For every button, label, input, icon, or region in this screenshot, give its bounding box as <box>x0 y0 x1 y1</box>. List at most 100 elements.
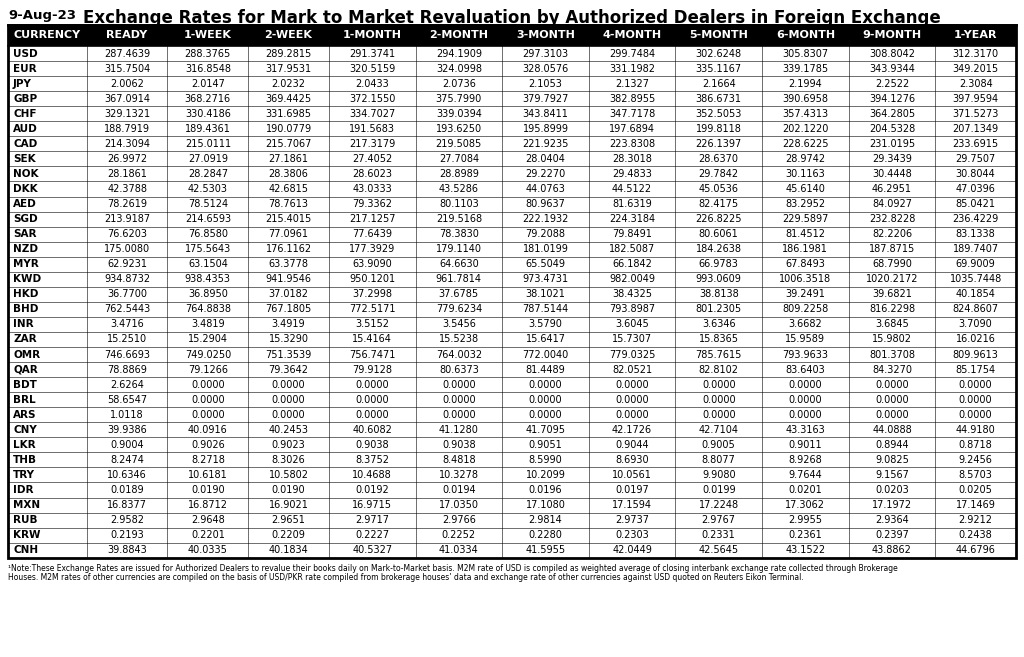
Text: 302.6248: 302.6248 <box>695 49 741 58</box>
Text: 379.7927: 379.7927 <box>522 94 568 104</box>
Text: 785.7615: 785.7615 <box>695 350 742 359</box>
Text: 3.6346: 3.6346 <box>701 319 735 329</box>
Text: 15.3290: 15.3290 <box>268 334 308 344</box>
Text: 30.8044: 30.8044 <box>955 169 995 179</box>
Text: 0.0000: 0.0000 <box>442 380 476 390</box>
Text: 193.6250: 193.6250 <box>436 124 482 134</box>
Text: 44.6796: 44.6796 <box>955 545 995 555</box>
Text: 367.0914: 367.0914 <box>104 94 151 104</box>
Text: 2.9717: 2.9717 <box>355 515 389 525</box>
Text: 8.9268: 8.9268 <box>788 455 822 465</box>
Text: RUB: RUB <box>13 515 38 525</box>
Text: 40.6082: 40.6082 <box>352 425 392 435</box>
Text: 10.0561: 10.0561 <box>612 470 652 480</box>
Text: KWD: KWD <box>13 274 41 284</box>
Text: 3.6682: 3.6682 <box>788 319 822 329</box>
Text: 41.5955: 41.5955 <box>525 545 565 555</box>
Text: 197.6894: 197.6894 <box>609 124 655 134</box>
Text: 16.0216: 16.0216 <box>955 334 995 344</box>
Text: 40.1854: 40.1854 <box>955 289 995 300</box>
Text: 287.4639: 287.4639 <box>104 49 151 58</box>
Text: 190.0779: 190.0779 <box>265 124 311 134</box>
Text: 328.0576: 328.0576 <box>522 64 568 74</box>
Text: 0.0000: 0.0000 <box>355 410 389 420</box>
Text: 2.1994: 2.1994 <box>788 79 822 89</box>
Text: 27.4052: 27.4052 <box>352 154 392 164</box>
Text: 15.9802: 15.9802 <box>872 334 912 344</box>
Text: 215.4015: 215.4015 <box>265 214 311 224</box>
Text: CNH: CNH <box>13 545 38 555</box>
Text: 3-MONTH: 3-MONTH <box>516 30 574 41</box>
Text: 221.9235: 221.9235 <box>522 139 568 149</box>
Text: 335.1167: 335.1167 <box>695 64 741 74</box>
Text: 2.9364: 2.9364 <box>876 515 909 525</box>
Text: 39.2491: 39.2491 <box>785 289 825 300</box>
Text: 8.5990: 8.5990 <box>528 455 562 465</box>
Text: 39.6821: 39.6821 <box>872 289 912 300</box>
Text: 42.1726: 42.1726 <box>612 425 652 435</box>
Text: 38.8138: 38.8138 <box>698 289 738 300</box>
Text: 0.0000: 0.0000 <box>191 410 224 420</box>
Text: 331.6985: 331.6985 <box>265 108 311 119</box>
Text: 10.4688: 10.4688 <box>352 470 392 480</box>
Text: 0.9038: 0.9038 <box>442 440 476 450</box>
Text: BDT: BDT <box>13 380 37 390</box>
Text: USD: USD <box>13 49 38 58</box>
Text: 746.6693: 746.6693 <box>104 350 151 359</box>
Text: 0.0000: 0.0000 <box>271 395 305 405</box>
Text: 179.1140: 179.1140 <box>436 244 482 254</box>
Text: 85.1754: 85.1754 <box>955 365 995 374</box>
Text: 0.2280: 0.2280 <box>528 530 562 540</box>
Text: 76.8580: 76.8580 <box>187 229 227 239</box>
Text: 2.9766: 2.9766 <box>442 515 476 525</box>
Text: OMR: OMR <box>13 350 40 359</box>
Text: 0.0000: 0.0000 <box>528 395 562 405</box>
Text: 3.5152: 3.5152 <box>355 319 389 329</box>
Text: 189.7407: 189.7407 <box>952 244 998 254</box>
Text: 0.0000: 0.0000 <box>876 410 908 420</box>
Text: 3.5456: 3.5456 <box>442 319 476 329</box>
Text: 28.1861: 28.1861 <box>108 169 147 179</box>
Text: 42.5645: 42.5645 <box>698 545 738 555</box>
Text: 2-WEEK: 2-WEEK <box>264 30 312 41</box>
Text: 0.0000: 0.0000 <box>615 395 649 405</box>
Text: 0.0000: 0.0000 <box>788 380 822 390</box>
Text: 44.5122: 44.5122 <box>612 184 652 194</box>
Text: 961.7814: 961.7814 <box>436 274 482 284</box>
Text: 26.9972: 26.9972 <box>108 154 147 164</box>
Text: 0.0000: 0.0000 <box>528 410 562 420</box>
Text: 0.0201: 0.0201 <box>788 485 822 495</box>
Text: 29.2270: 29.2270 <box>525 169 565 179</box>
Text: 17.1469: 17.1469 <box>955 500 995 510</box>
Text: 81.4512: 81.4512 <box>785 229 825 239</box>
Text: 0.2397: 0.2397 <box>876 530 909 540</box>
Text: 1.0118: 1.0118 <box>111 410 144 420</box>
Text: EUR: EUR <box>13 64 37 74</box>
Text: 17.2248: 17.2248 <box>698 500 738 510</box>
Text: CHF: CHF <box>13 108 37 119</box>
Text: 17.1972: 17.1972 <box>871 500 912 510</box>
Text: 2.9582: 2.9582 <box>111 515 144 525</box>
Text: 232.8228: 232.8228 <box>868 214 915 224</box>
Text: 0.0000: 0.0000 <box>876 395 908 405</box>
Text: 45.0536: 45.0536 <box>698 184 738 194</box>
Text: 371.5273: 371.5273 <box>952 108 998 119</box>
Text: 15.9589: 15.9589 <box>785 334 825 344</box>
Text: 214.3094: 214.3094 <box>104 139 151 149</box>
Text: 1-MONTH: 1-MONTH <box>343 30 401 41</box>
Text: 29.3439: 29.3439 <box>872 154 912 164</box>
Text: 343.9344: 343.9344 <box>869 64 914 74</box>
Text: 38.4325: 38.4325 <box>612 289 652 300</box>
Text: 191.5683: 191.5683 <box>349 124 395 134</box>
Text: BHD: BHD <box>13 304 38 315</box>
Text: 0.0199: 0.0199 <box>701 485 735 495</box>
Text: INR: INR <box>13 319 34 329</box>
Text: 2.0736: 2.0736 <box>442 79 476 89</box>
Text: 372.1550: 372.1550 <box>349 94 395 104</box>
Text: 189.4361: 189.4361 <box>185 124 230 134</box>
Text: 1035.7448: 1035.7448 <box>949 274 1001 284</box>
Text: 343.8411: 343.8411 <box>522 108 568 119</box>
Text: 0.0000: 0.0000 <box>876 380 908 390</box>
Text: 40.1834: 40.1834 <box>268 545 308 555</box>
Text: 1006.3518: 1006.3518 <box>779 274 831 284</box>
